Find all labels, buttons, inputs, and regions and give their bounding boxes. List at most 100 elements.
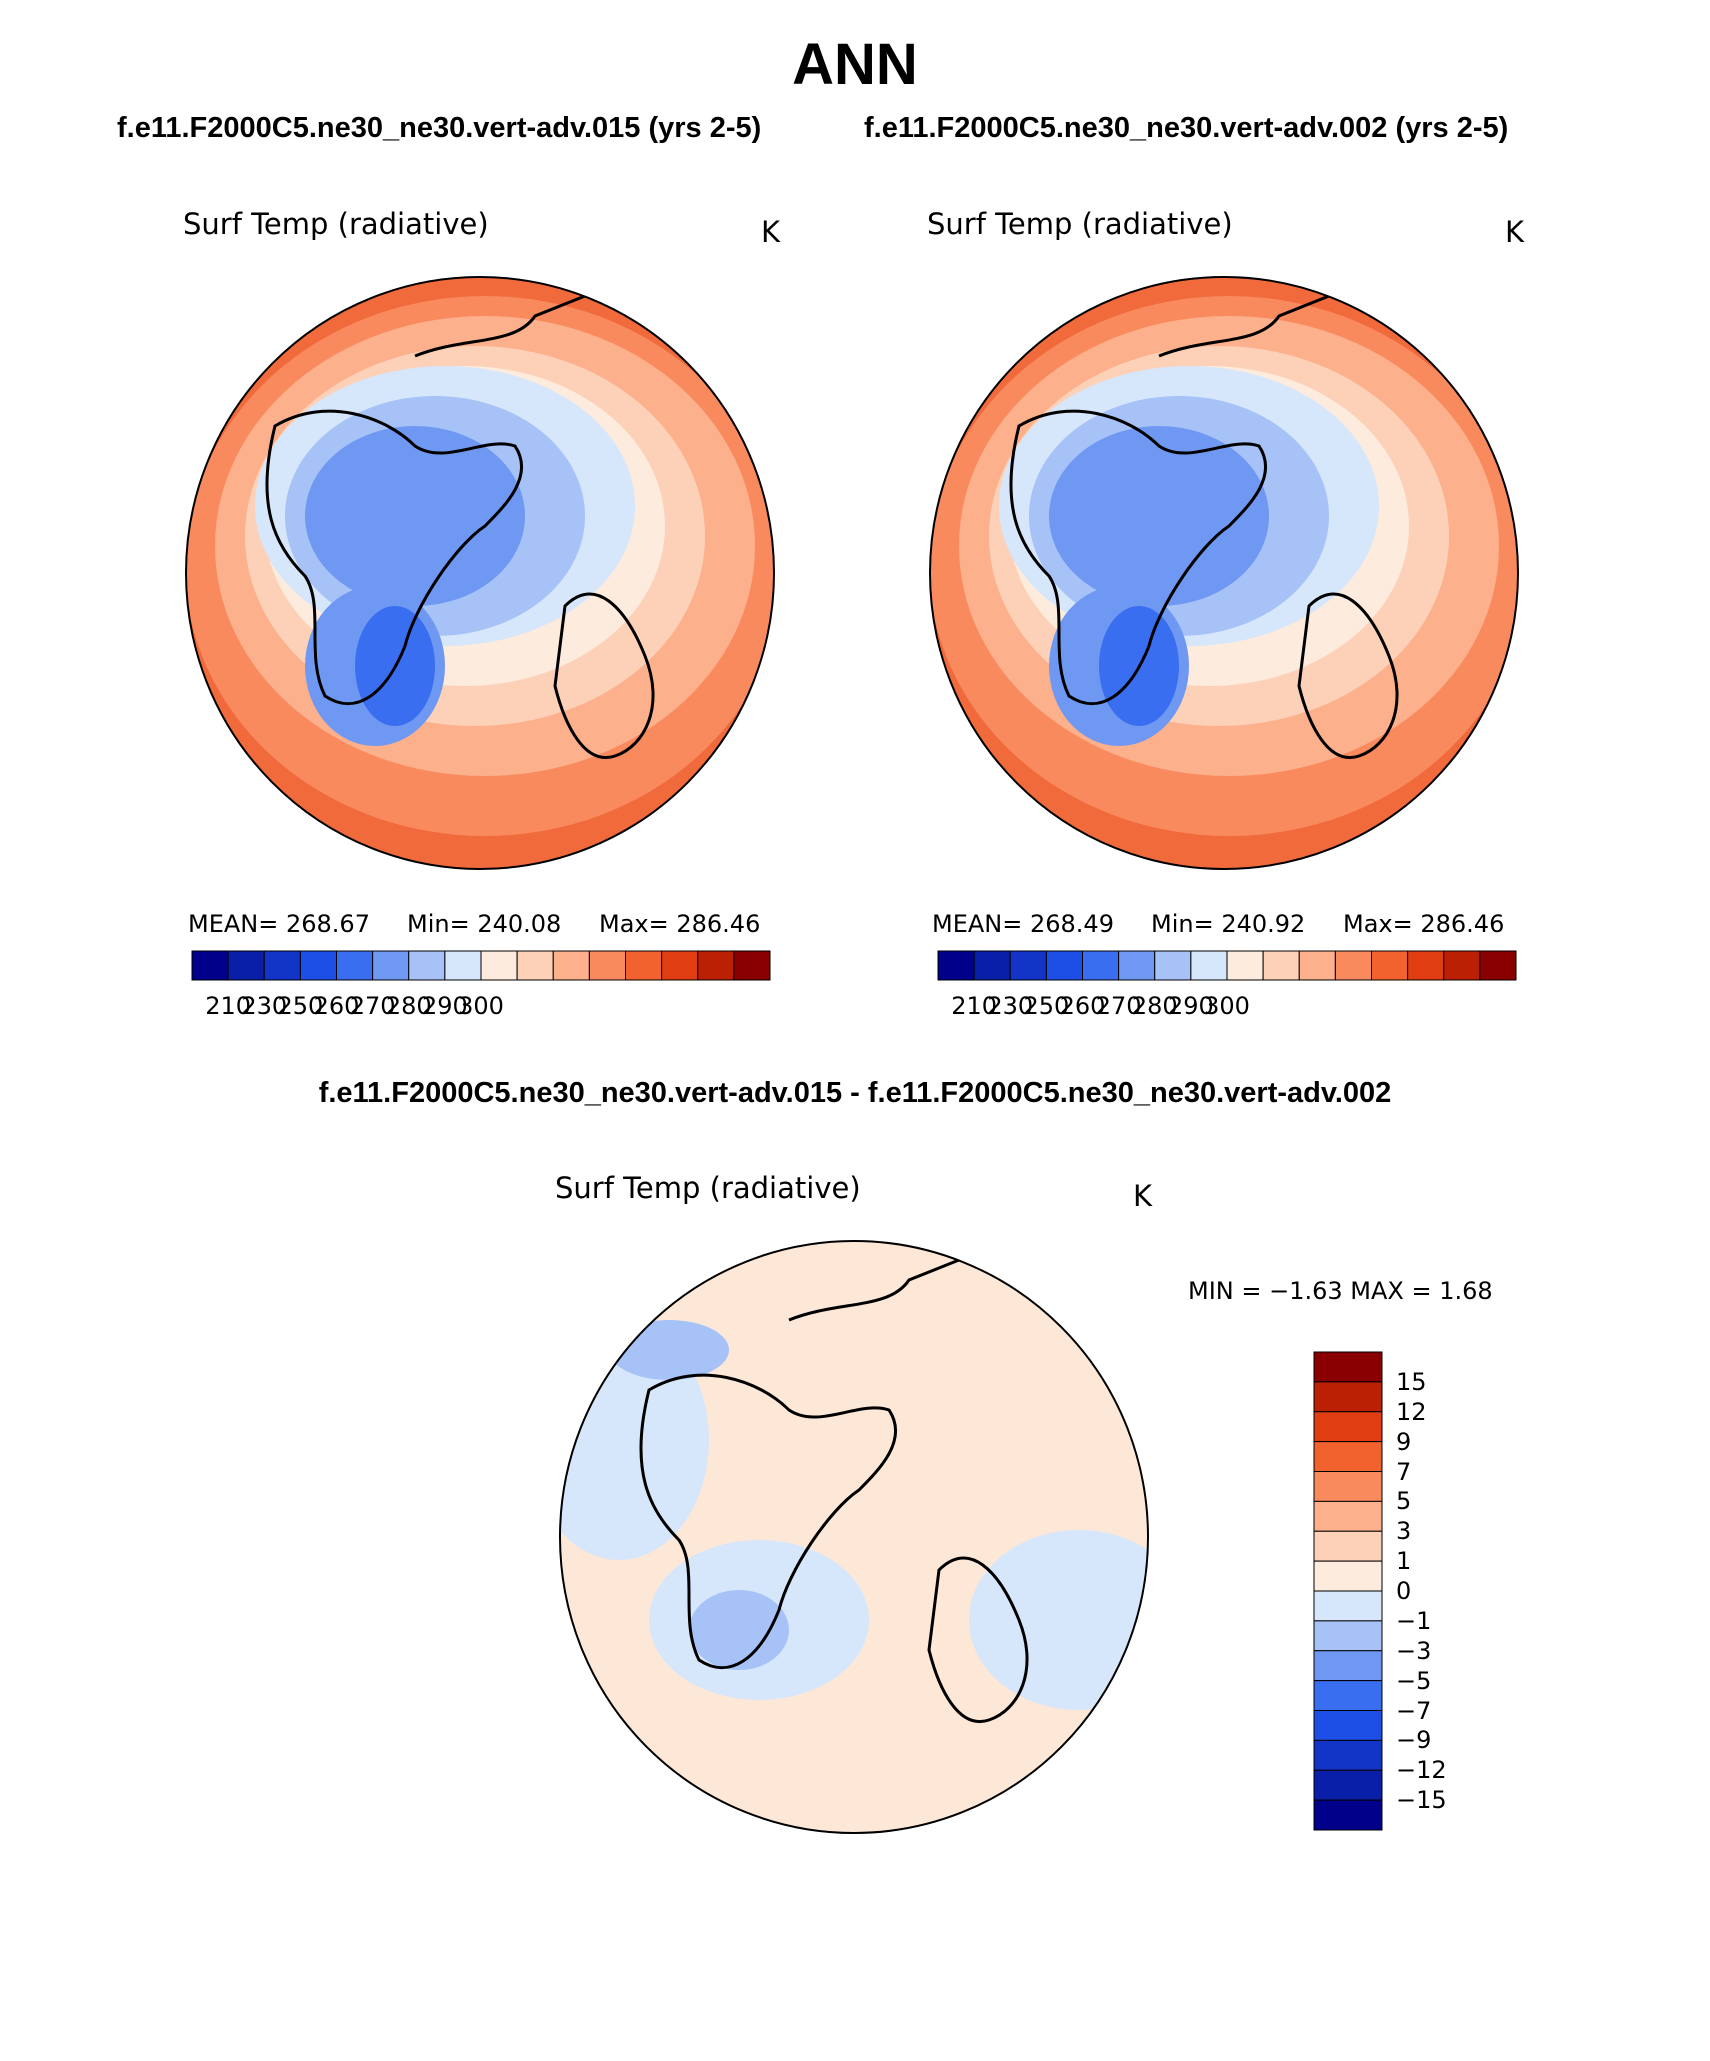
difference-colorbar-swatch xyxy=(1313,1500,1383,1532)
panel-2-colorbar-tick-label: 250 xyxy=(1023,992,1070,1020)
panel-2-colorbar-swatch xyxy=(1298,950,1336,981)
difference-colorbar-tick-label: −15 xyxy=(1396,1786,1447,1815)
panel-2-colorbar-tick-label: 210 xyxy=(951,992,998,1020)
panel-1-colorbar xyxy=(191,950,771,981)
difference-units: K xyxy=(1133,1179,1153,1213)
panel-2-colorbar-tick-label: 230 xyxy=(987,992,1034,1020)
difference-panel-title: Surf Temp (radiative) xyxy=(555,1171,861,1205)
panel-1-colorbar-tick-label: 210 xyxy=(205,992,252,1020)
difference-colorbar-tick-label: 15 xyxy=(1396,1367,1427,1396)
difference-colorbar-tick-label: −12 xyxy=(1396,1756,1447,1785)
panel-1-colorbar-tick-label: 230 xyxy=(241,992,288,1020)
panel-1-colorbar-tick-label: 270 xyxy=(349,992,396,1020)
panel-1-mean: MEAN= 268.67 xyxy=(188,910,370,938)
panel-2-colorbar-swatch xyxy=(1154,950,1192,981)
difference-map xyxy=(559,1240,1149,1834)
difference-colorbar-tick-label: −5 xyxy=(1396,1666,1432,1695)
panel-2-colorbar-swatch xyxy=(1407,950,1445,981)
panel-2-colorbar-swatch xyxy=(1190,950,1228,981)
panel-1-colorbar-swatch xyxy=(444,950,482,981)
difference-colorbar-swatch xyxy=(1313,1530,1383,1562)
difference-colorbar-swatch xyxy=(1313,1680,1383,1711)
panel-1-units: K xyxy=(761,215,781,249)
difference-colorbar-swatch xyxy=(1313,1441,1383,1472)
panel-1-min: Min= 240.08 xyxy=(407,910,562,938)
panel-2-colorbar-tick-label: 260 xyxy=(1059,992,1106,1020)
panel-1-colorbar-tick-label: 300 xyxy=(458,992,504,1020)
panel-2-colorbar xyxy=(937,950,1517,981)
panel-1-colorbar-swatch xyxy=(552,950,590,981)
panel-2-colorbar-swatch xyxy=(1082,950,1120,981)
panel-2-colorbar-swatch xyxy=(937,950,975,981)
panel-2-colorbar-swatch xyxy=(1334,950,1372,981)
difference-colorbar-tick-label: 5 xyxy=(1396,1487,1412,1516)
difference-colorbar-swatch xyxy=(1313,1560,1383,1592)
panel-2-colorbar-tick-label: 290 xyxy=(1167,992,1214,1020)
panel-1-colorbar-swatch xyxy=(661,950,699,981)
panel-2-mean: MEAN= 268.49 xyxy=(932,910,1114,938)
difference-colorbar-tick-label: −1 xyxy=(1396,1606,1432,1635)
difference-colorbar-tick-label: 9 xyxy=(1396,1427,1412,1456)
difference-colorbar-tick-label: 0 xyxy=(1396,1577,1412,1605)
difference-colorbar-tick-label: 7 xyxy=(1396,1457,1412,1486)
panel-1-colorbar-swatch xyxy=(516,950,554,981)
difference-colorbar-swatch xyxy=(1313,1351,1383,1383)
panel-1-colorbar-tick-label: 280 xyxy=(385,992,432,1020)
panel-2-map xyxy=(929,276,1519,870)
difference-colorbar-tick-label: 1 xyxy=(1396,1547,1412,1576)
panel-1-colorbar-swatch xyxy=(408,950,446,981)
panel-1-colorbar-swatch xyxy=(733,950,771,981)
panel-1-map xyxy=(185,276,775,870)
difference-colorbar-tick-label: 3 xyxy=(1396,1517,1412,1546)
panel-1-colorbar-tick-label: 250 xyxy=(277,992,324,1020)
difference-colorbar-swatch xyxy=(1313,1769,1383,1801)
panel-1-colorbar-swatch xyxy=(299,950,337,981)
difference-colorbar-tick-label: −9 xyxy=(1396,1726,1432,1755)
panel-1-title: Surf Temp (radiative) xyxy=(183,207,489,241)
panel-2-colorbar-swatch xyxy=(1262,950,1300,981)
panel-2-colorbar-swatch xyxy=(1443,950,1481,981)
difference-colorbar-swatch xyxy=(1313,1739,1383,1771)
panel-2-max: Max= 286.46 xyxy=(1343,910,1505,938)
subtitle-right: f.e11.F2000C5.ne30_ne30.vert-adv.002 (yr… xyxy=(864,112,1509,144)
main-title: ANN xyxy=(792,32,918,97)
panel-1-colorbar-swatch xyxy=(697,950,735,981)
panel-1-colorbar-swatch xyxy=(588,950,626,981)
difference-colorbar-swatch xyxy=(1313,1471,1383,1502)
panel-1-colorbar-swatch xyxy=(480,950,518,981)
panel-1-colorbar-swatch xyxy=(372,950,410,981)
panel-2-colorbar-tick-label: 280 xyxy=(1131,992,1178,1020)
panel-1-colorbar-tick-label: 290 xyxy=(421,992,468,1020)
difference-colorbar-swatch xyxy=(1313,1650,1383,1682)
panel-1-colorbar-swatch xyxy=(336,950,374,981)
panel-2-min: Min= 240.92 xyxy=(1151,910,1306,938)
panel-2-colorbar-swatch xyxy=(1226,950,1264,981)
subtitle-left: f.e11.F2000C5.ne30_ne30.vert-adv.015 (yr… xyxy=(117,112,762,144)
panel-1-colorbar-swatch xyxy=(263,950,301,981)
difference-colorbar-swatch xyxy=(1313,1799,1383,1831)
difference-colorbar-tick-label: 12 xyxy=(1396,1397,1427,1426)
panel-2-colorbar-tick-label: 270 xyxy=(1095,992,1142,1020)
panel-2-colorbar-swatch xyxy=(1371,950,1409,981)
panel-2-colorbar-swatch xyxy=(1009,950,1047,981)
panel-1-colorbar-swatch xyxy=(227,950,265,981)
panel-1-colorbar-swatch xyxy=(191,950,229,981)
difference-minmax: MIN = −1.63 MAX = 1.68 xyxy=(1188,1277,1493,1305)
difference-colorbar-swatch xyxy=(1313,1710,1383,1741)
panel-2-colorbar-swatch xyxy=(1118,950,1156,981)
difference-colorbar-swatch xyxy=(1313,1411,1383,1443)
panel-1-colorbar-swatch xyxy=(625,950,663,981)
panel-1-max: Max= 286.46 xyxy=(599,910,761,938)
difference-colorbar-tick-label: −3 xyxy=(1396,1636,1432,1665)
difference-colorbar-swatch xyxy=(1313,1590,1383,1622)
difference-title: f.e11.F2000C5.ne30_ne30.vert-adv.015 - f… xyxy=(318,1077,1392,1109)
panel-2-units: K xyxy=(1505,215,1525,249)
difference-colorbar-tick-label: −7 xyxy=(1396,1696,1432,1725)
panel-2-title: Surf Temp (radiative) xyxy=(927,207,1233,241)
panel-1-colorbar-tick-label: 260 xyxy=(313,992,360,1020)
difference-colorbar-swatch xyxy=(1313,1381,1383,1413)
difference-colorbar xyxy=(1313,1351,1383,1831)
panel-2-colorbar-swatch xyxy=(1045,950,1083,981)
panel-2-colorbar-swatch xyxy=(973,950,1011,981)
panel-2-colorbar-swatch xyxy=(1479,950,1517,981)
